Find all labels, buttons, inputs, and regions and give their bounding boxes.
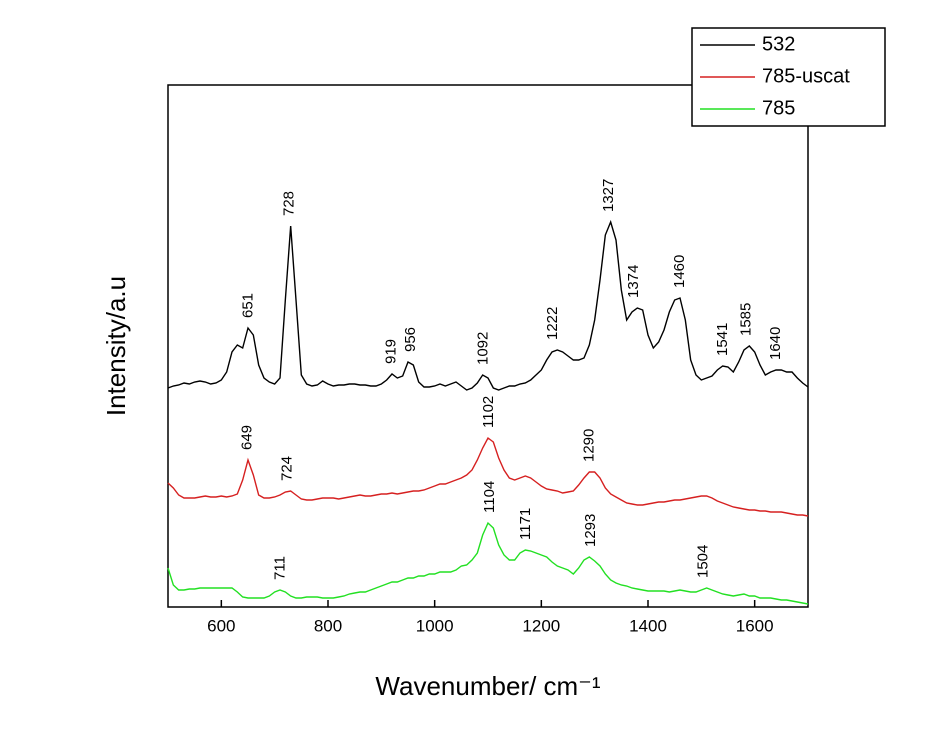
- peak-label: 649: [238, 425, 255, 450]
- peak-label: 1102: [480, 396, 497, 428]
- peak-label: 728: [281, 191, 298, 216]
- peak-label: 1585: [738, 303, 755, 336]
- peak-label: 1293: [582, 514, 599, 547]
- peak-label: 1171: [517, 508, 534, 540]
- peak-label: 919: [382, 339, 399, 364]
- peak-label: 1374: [625, 265, 642, 298]
- x-axis-label: Wavenumber/ cm⁻¹: [375, 671, 600, 701]
- peak-label: 956: [402, 327, 419, 352]
- peak-label: 651: [240, 293, 257, 318]
- x-tick-label: 1400: [629, 616, 667, 635]
- x-tick-label: 1000: [416, 616, 454, 635]
- legend-label: 785: [762, 97, 795, 119]
- legend-label: 785-uscat: [762, 65, 850, 87]
- spectrum-line: [167, 219, 809, 391]
- peak-label: 1504: [694, 545, 711, 578]
- peak-label: 1290: [580, 429, 597, 462]
- peak-label: 1460: [671, 255, 688, 288]
- legend-label: 532: [762, 33, 795, 55]
- peak-label: 724: [278, 456, 295, 481]
- y-axis-label: Intensity/a.u: [101, 276, 131, 416]
- x-tick-label: 600: [207, 616, 235, 635]
- peak-label: 1541: [714, 323, 731, 356]
- spectrum-line: [167, 436, 809, 517]
- x-tick-label: 800: [314, 616, 342, 635]
- peak-label: 1222: [544, 307, 561, 340]
- peak-label: 1104: [481, 481, 498, 513]
- x-tick-label: 1200: [522, 616, 560, 635]
- peak-label: 1092: [475, 332, 492, 365]
- peak-label: 1327: [600, 179, 617, 212]
- plot-frame: [167, 84, 809, 608]
- peak-label: 1640: [767, 327, 784, 360]
- x-tick-label: 1600: [736, 616, 774, 635]
- spectrum-line: [167, 521, 809, 605]
- peak-label: 711: [272, 556, 289, 580]
